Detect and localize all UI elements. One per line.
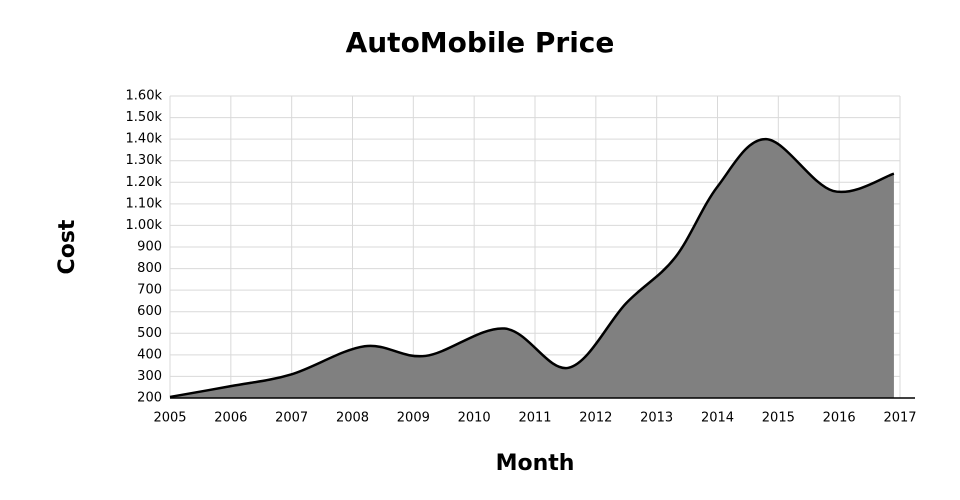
x-tick-label: 2014 <box>701 411 734 426</box>
y-tick-label: 400 <box>137 347 162 362</box>
y-tick-label: 1.00k <box>126 218 163 233</box>
area <box>170 139 894 398</box>
y-tick-label: 1.60k <box>126 89 163 104</box>
y-tick-label: 300 <box>137 369 162 384</box>
x-axis-title: Month <box>496 451 575 476</box>
x-tick-label: 2012 <box>579 411 612 426</box>
y-tick-label: 800 <box>137 261 162 276</box>
y-tick-label: 1.30k <box>126 153 163 168</box>
y-tick-label: 1.40k <box>126 132 163 147</box>
x-tick-label: 2017 <box>883 411 916 426</box>
x-tick-label: 2010 <box>458 411 491 426</box>
x-tick-label: 2008 <box>336 411 369 426</box>
y-tick-label: 1.10k <box>126 196 163 211</box>
y-tick-label: 1.20k <box>126 175 163 190</box>
y-tick-label: 600 <box>137 304 162 319</box>
line <box>169 137 895 399</box>
y-tick-label: 700 <box>137 283 162 298</box>
y-tick-label: 200 <box>137 391 162 406</box>
y-tick-label: 900 <box>137 240 162 255</box>
x-tick-label: 2005 <box>153 411 186 426</box>
y-tick-label: 500 <box>137 326 162 341</box>
x-tick-label: 2011 <box>518 411 551 426</box>
x-tick-label: 2009 <box>397 411 430 426</box>
x-tick-label: 2013 <box>640 411 673 426</box>
x-tick-label: 2007 <box>275 411 308 426</box>
x-tick-label: 2016 <box>823 411 856 426</box>
chart-title: AutoMobile Price <box>346 26 615 59</box>
x-tick-label: 2006 <box>214 411 247 426</box>
x-tick-label: 2015 <box>762 411 795 426</box>
y-axis-title: Cost <box>55 219 80 274</box>
y-tick-label: 1.50k <box>126 110 163 125</box>
